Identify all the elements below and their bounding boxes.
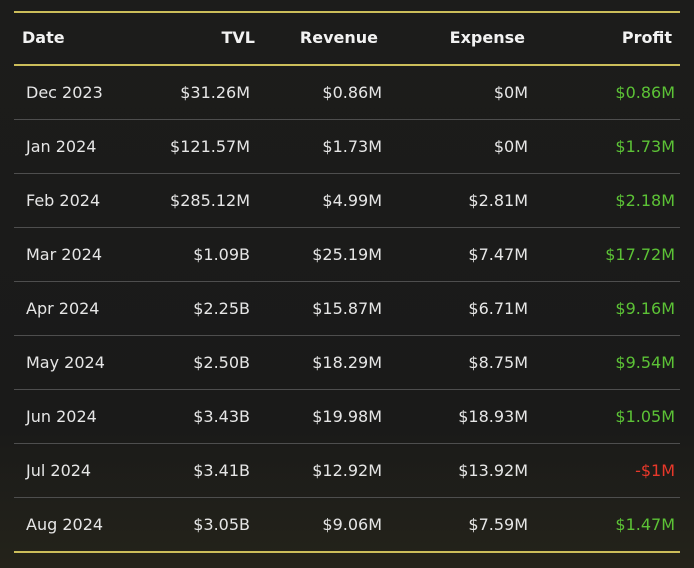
row-value: $18.29M xyxy=(312,353,382,372)
row-value: $18.93M xyxy=(458,407,528,426)
row-divider xyxy=(14,119,680,120)
row-divider xyxy=(14,227,680,228)
row-value: $25.19M xyxy=(312,245,382,264)
row-value: $1.73M xyxy=(322,137,382,156)
row-divider xyxy=(14,173,680,174)
row-value: $2.50B xyxy=(193,353,250,372)
bottom-rule xyxy=(14,551,680,553)
row-value: $31.26M xyxy=(180,83,250,102)
row-value: $9.16M xyxy=(615,299,675,318)
header-rule xyxy=(14,64,680,66)
row-value: $15.87M xyxy=(312,299,382,318)
row-value: $0M xyxy=(493,83,528,102)
row-divider xyxy=(14,443,680,444)
row-value: $1.47M xyxy=(615,515,675,534)
row-value: $9.54M xyxy=(615,353,675,372)
row-date: Mar 2024 xyxy=(26,245,102,264)
column-header: Date xyxy=(22,28,65,47)
row-value: $19.98M xyxy=(312,407,382,426)
row-value: $13.92M xyxy=(458,461,528,480)
row-value: $8.75M xyxy=(468,353,528,372)
row-value: $0.86M xyxy=(615,83,675,102)
top-rule xyxy=(14,11,680,13)
row-value: $17.72M xyxy=(605,245,675,264)
row-date: Jun 2024 xyxy=(26,407,97,426)
row-value: $1.05M xyxy=(615,407,675,426)
row-divider xyxy=(14,335,680,336)
row-date: Aug 2024 xyxy=(26,515,104,534)
row-date: Feb 2024 xyxy=(26,191,101,210)
row-value: $3.43B xyxy=(193,407,250,426)
row-value: $2.18M xyxy=(615,191,675,210)
row-value: $7.59M xyxy=(468,515,528,534)
row-value: $9.06M xyxy=(322,515,382,534)
row-date: Jan 2024 xyxy=(26,137,97,156)
row-value: $6.71M xyxy=(468,299,528,318)
row-value: $1.09B xyxy=(193,245,250,264)
row-divider xyxy=(14,389,680,390)
row-date: Jul 2024 xyxy=(26,461,92,480)
row-value: $3.05B xyxy=(193,515,250,534)
row-divider xyxy=(14,497,680,498)
row-value: $12.92M xyxy=(312,461,382,480)
row-value: $7.47M xyxy=(468,245,528,264)
row-value: -$1M xyxy=(635,461,675,480)
row-value: $0.86M xyxy=(322,83,382,102)
row-value: $0M xyxy=(493,137,528,156)
column-header: TVL xyxy=(221,28,256,47)
row-date: Apr 2024 xyxy=(26,299,100,318)
row-value: $121.57M xyxy=(170,137,250,156)
row-value: $2.81M xyxy=(468,191,528,210)
row-value: $2.25B xyxy=(193,299,250,318)
column-header: Revenue xyxy=(299,28,378,47)
row-divider xyxy=(14,281,680,282)
row-date: Dec 2023 xyxy=(26,83,103,102)
row-value: $3.41B xyxy=(193,461,250,480)
row-value: $4.99M xyxy=(322,191,382,210)
row-value: $1.73M xyxy=(615,137,675,156)
column-header: Profit xyxy=(621,28,672,47)
column-header: Expense xyxy=(449,28,525,47)
row-date: May 2024 xyxy=(26,353,105,372)
row-value: $285.12M xyxy=(170,191,250,210)
